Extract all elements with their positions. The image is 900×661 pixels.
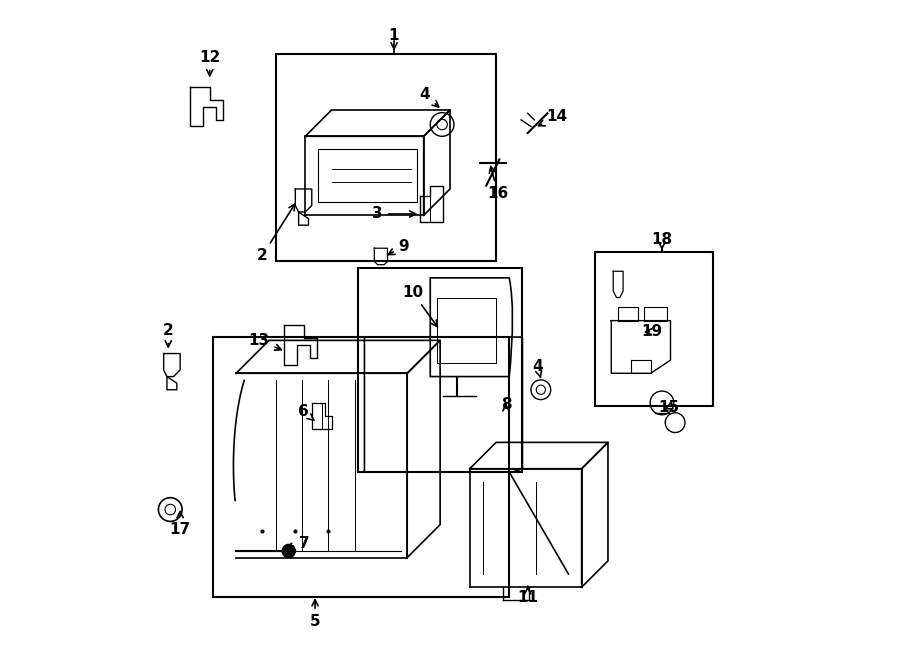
Text: 2: 2 (257, 204, 295, 263)
Text: 13: 13 (248, 333, 281, 350)
Text: 4: 4 (419, 87, 438, 107)
Text: 6: 6 (298, 404, 314, 420)
Text: 10: 10 (402, 285, 437, 327)
Text: 5: 5 (310, 600, 320, 629)
Bar (358, 268, 522, 472)
Text: 8: 8 (500, 397, 511, 412)
Text: 9: 9 (388, 239, 410, 254)
Text: 16: 16 (488, 167, 508, 201)
Text: 18: 18 (652, 232, 672, 250)
Text: 1: 1 (389, 28, 400, 50)
Bar (213, 337, 509, 597)
Text: 11: 11 (518, 587, 538, 605)
Text: 12: 12 (199, 50, 220, 76)
Bar (275, 54, 496, 261)
Text: 15: 15 (658, 400, 680, 415)
Text: 3: 3 (373, 206, 416, 221)
Text: 4: 4 (532, 359, 543, 377)
Text: 2: 2 (163, 323, 174, 347)
Bar (595, 252, 714, 407)
Text: 17: 17 (169, 512, 191, 537)
Text: 19: 19 (642, 325, 662, 339)
Text: 7: 7 (286, 535, 310, 551)
Circle shape (283, 545, 295, 558)
Text: 14: 14 (538, 109, 568, 126)
